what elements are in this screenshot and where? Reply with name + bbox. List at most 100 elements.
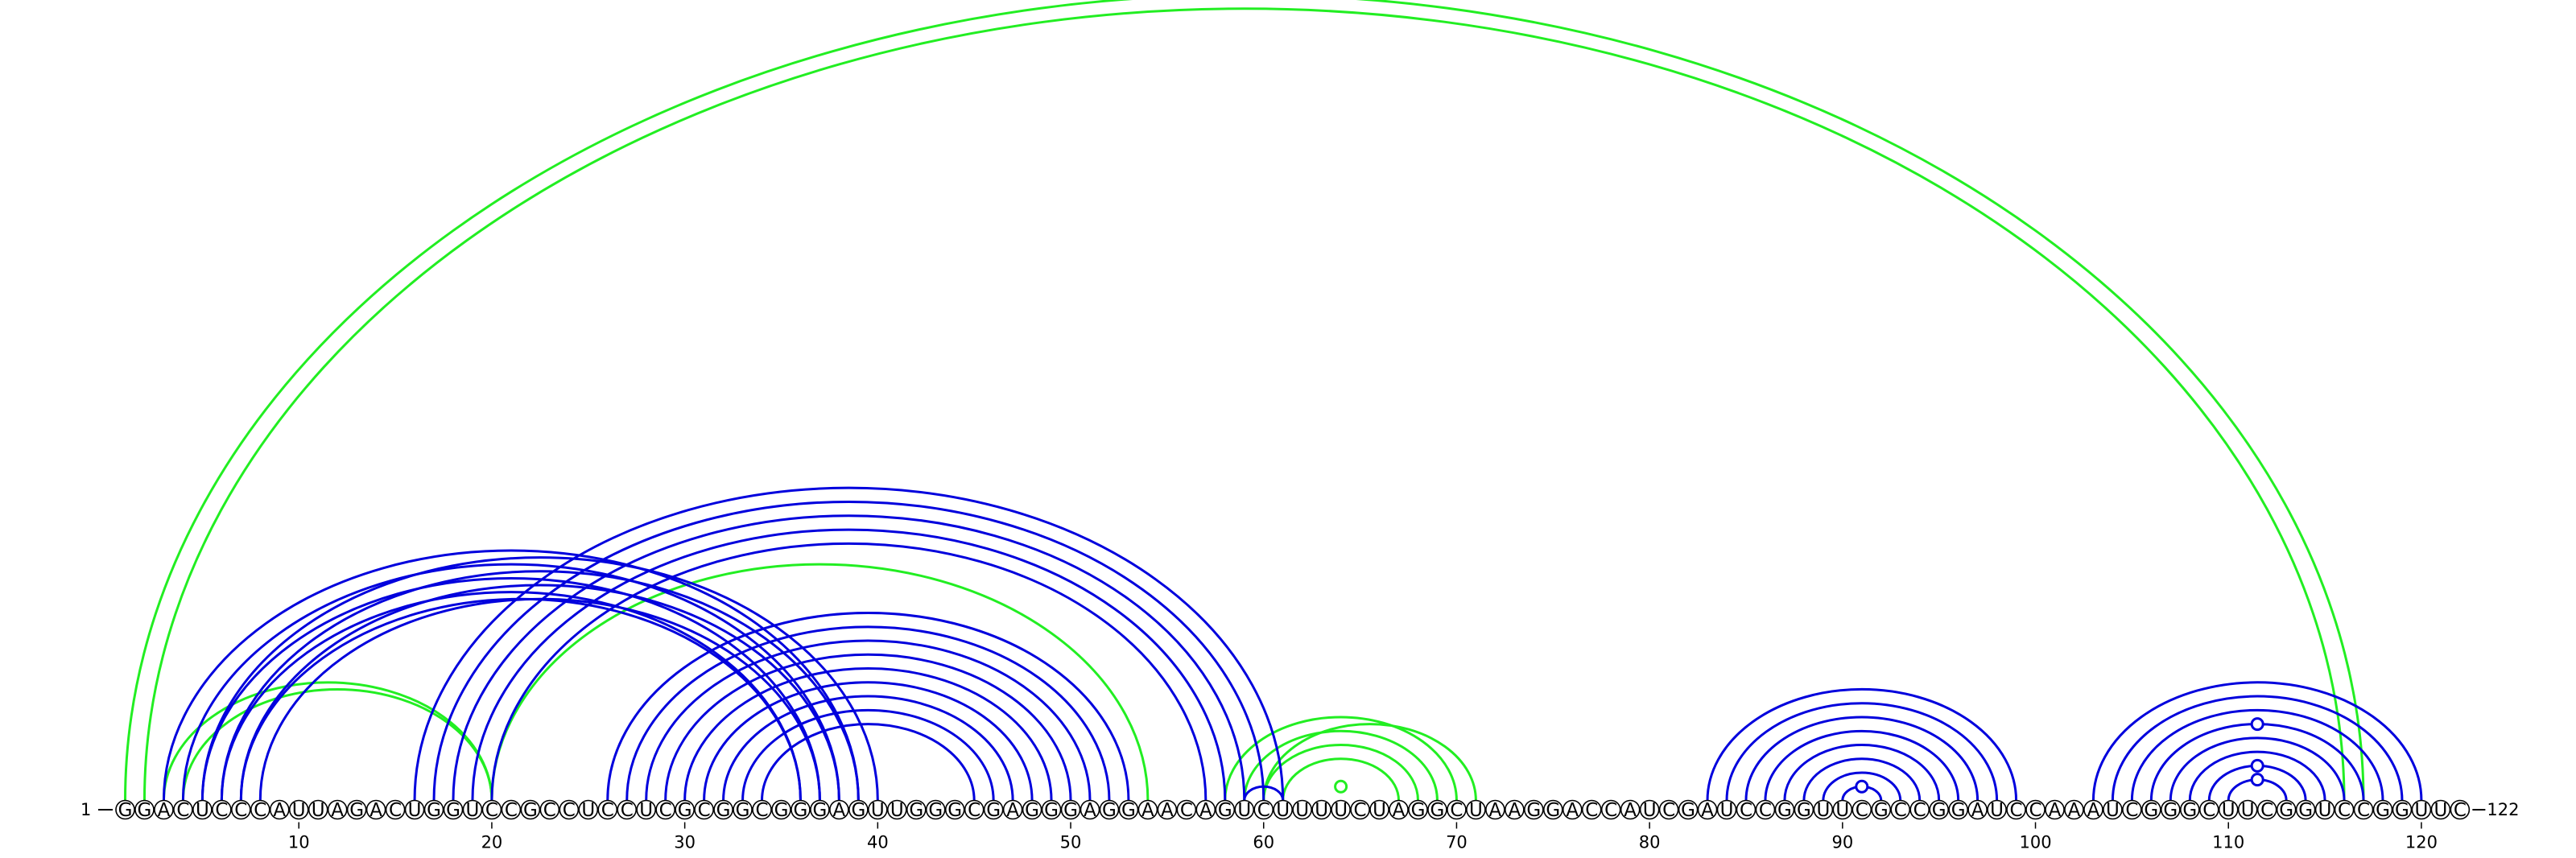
nucleotide-letter: U: [1373, 800, 1386, 821]
nucleotide-circle: [655, 799, 675, 820]
nucleotide-circle: [231, 799, 251, 820]
nucleotide-circle: [597, 799, 618, 820]
nucleotide-circle: [1774, 799, 1795, 820]
nucleotide-94: C: [1909, 799, 1930, 821]
tick-label-110: 110: [2212, 833, 2244, 852]
nucleotide-97: A: [1967, 799, 1988, 821]
nucleotide-letter: G: [1102, 800, 1117, 821]
nucleotide-69: G: [1427, 799, 1447, 821]
nucleotide-6: C: [212, 799, 232, 821]
nucleotide-44: G: [944, 799, 965, 821]
nucleotide-80: U: [1639, 799, 1660, 821]
nucleotide-76: A: [1562, 799, 1583, 821]
nucleotide-letter: G: [928, 800, 943, 821]
nucleotide-circle: [944, 799, 965, 820]
nucleotide-90: U: [1832, 799, 1853, 821]
nucleotide-16: U: [404, 799, 425, 821]
nucleotide-circle: [2179, 799, 2200, 820]
nucleotide-letter: C: [563, 800, 576, 821]
nucleotide-letter: U: [1990, 800, 2004, 821]
nucleotide-105: C: [2122, 799, 2142, 821]
nucleotide-letter: G: [2163, 800, 2178, 821]
nucleotide-circle: [404, 799, 425, 820]
nucleotide-letter: A: [1489, 800, 1502, 821]
pair-marker-110-113: [2250, 773, 2264, 787]
nucleotide-letter: U: [2434, 800, 2447, 821]
nucleotide-86: C: [1755, 799, 1776, 821]
nucleotide-117: C: [2353, 799, 2374, 821]
nucleotide-circle: [810, 799, 830, 820]
nucleotide-circle: [1022, 799, 1042, 820]
canonical-pair-arc-31-48: [703, 681, 1034, 801]
nucleotide-letter: A: [331, 800, 344, 821]
canonical-pair-arc-108-115: [2188, 750, 2326, 801]
nucleotide-letter: A: [1006, 800, 1019, 821]
nucleotide-65: C: [1350, 799, 1370, 821]
nucleotide-letter: U: [408, 800, 422, 821]
nucleotide-circle: [2450, 799, 2471, 820]
canonical-pair-arc-34-45: [761, 723, 976, 801]
nucleotide-74: G: [1524, 799, 1544, 821]
nucleotide-circle: [694, 799, 714, 820]
nucleotide-letter: U: [1835, 800, 1849, 821]
nucleotide-letter: C: [2125, 800, 2138, 821]
nucleotide-circle: [1524, 799, 1544, 820]
nucleotide-letter: C: [1604, 800, 1617, 821]
nucleotide-43: G: [925, 799, 946, 821]
nucleotide-87: G: [1774, 799, 1795, 821]
nucleotide-letter: C: [1450, 800, 1463, 821]
canonical-pair-arc-28-51: [645, 639, 1092, 801]
noncanonical-pair-arc-59-69: [1243, 729, 1439, 801]
nucleotide-letter: C: [659, 800, 672, 821]
pair-marker-63-65: [1334, 779, 1348, 794]
nucleotide-circle: [848, 799, 869, 820]
nucleotide-letter: C: [485, 800, 498, 821]
canonical-pair-arc-3-39: [162, 549, 860, 801]
nucleotide-letter: C: [698, 800, 711, 821]
nucleotide-circle: [868, 799, 888, 820]
nucleotide-letter: C: [1740, 800, 1752, 821]
nucleotide-85: C: [1736, 799, 1757, 821]
nucleotide-40: U: [868, 799, 888, 821]
nucleotide-72: A: [1485, 799, 1505, 821]
nucleotide-2: G: [134, 799, 155, 821]
nucleotide-15: C: [385, 799, 406, 821]
nucleotide-70: C: [1447, 799, 1467, 821]
nucleotide-circle: [1909, 799, 1930, 820]
nucleotide-letter: C: [1354, 800, 1367, 821]
nucleotide-letter: C: [1257, 800, 1270, 821]
nucleotide-letter: C: [2202, 800, 2215, 821]
nucleotide-letter: G: [523, 800, 538, 821]
nucleotide-letter: G: [1681, 800, 1695, 821]
nucleotide-letter: U: [2106, 800, 2120, 821]
nucleotide-46: G: [983, 799, 1004, 821]
nucleotide-letter: U: [1276, 800, 1290, 821]
nucleotide-letter: C: [505, 800, 518, 821]
nucleotide-letter: C: [2260, 800, 2273, 821]
nucleotide-55: A: [1157, 799, 1178, 821]
nucleotide-letter: A: [1393, 800, 1406, 821]
nucleotide-29: C: [655, 799, 675, 821]
nucleotide-circle: [925, 799, 946, 820]
nucleotide-99: C: [2006, 799, 2026, 821]
nucleotide-22: G: [520, 799, 541, 821]
nucleotide-41: U: [887, 799, 907, 821]
nucleotide-circle: [1929, 799, 1949, 820]
nucleotide-letter: U: [292, 800, 306, 821]
nucleotide-8: C: [250, 799, 270, 821]
nucleotide-100: C: [2025, 799, 2046, 821]
nucleotide-circle: [1118, 799, 1139, 820]
nucleotide-77: C: [1581, 799, 1602, 821]
nucleotide-circle: [1967, 799, 1988, 820]
nucleotide-letter: A: [1624, 800, 1637, 821]
nucleotide-92: G: [1871, 799, 1892, 821]
nucleotide-38: A: [829, 799, 849, 821]
canonical-pair-arc-7-38: [239, 584, 840, 801]
nucleotide-60: C: [1253, 799, 1274, 821]
arc-markers: [1334, 717, 2264, 794]
nucleotide-circle: [501, 799, 522, 820]
nucleotide-letter: A: [1199, 800, 1212, 821]
noncanonical-pair-arc-20-54: [490, 563, 1150, 801]
nucleotide-letter: G: [1430, 800, 1445, 821]
nucleotide-circle: [791, 799, 811, 820]
